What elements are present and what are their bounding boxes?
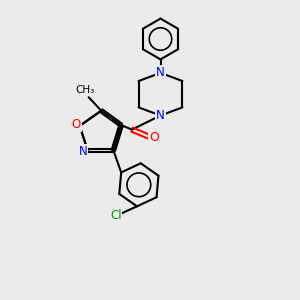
Text: Cl: Cl [110, 209, 122, 222]
Text: CH₃: CH₃ [75, 85, 95, 95]
Text: N: N [156, 66, 165, 80]
Text: N: N [79, 145, 88, 158]
Text: N: N [156, 109, 165, 122]
Text: O: O [149, 130, 159, 144]
Text: O: O [71, 118, 81, 131]
